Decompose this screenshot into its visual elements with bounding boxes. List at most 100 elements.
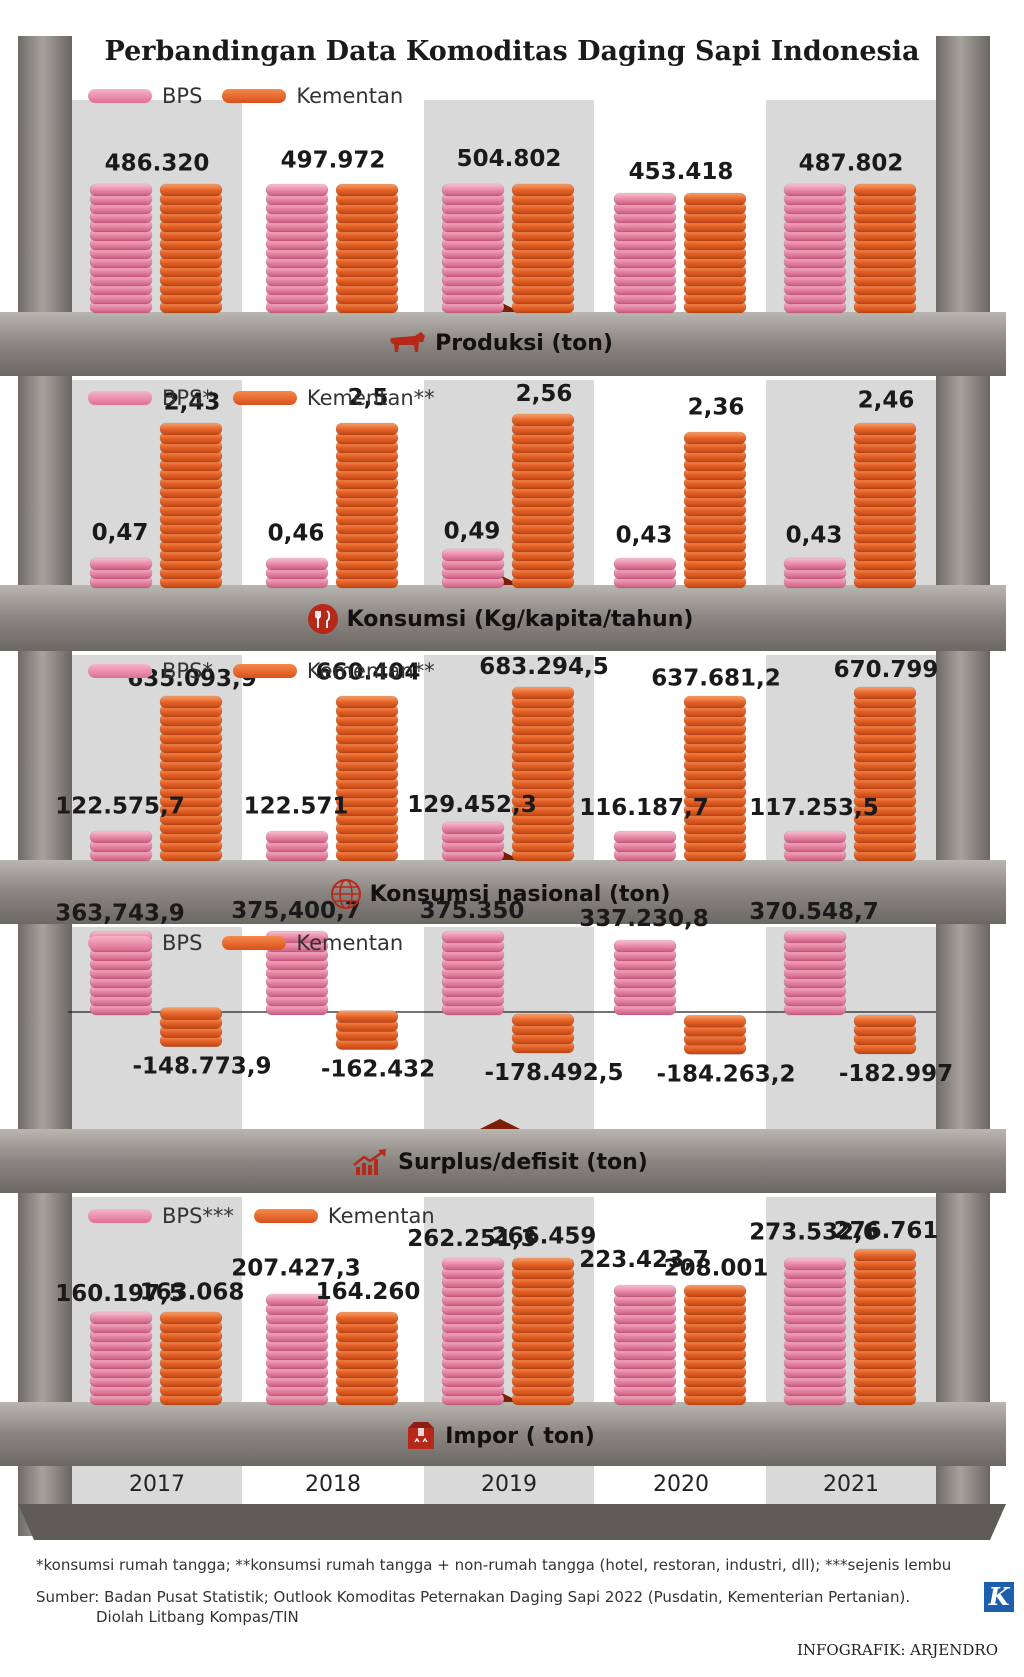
sausage-piece: [613, 1284, 677, 1298]
bar-kementan-2019: [511, 686, 575, 862]
bar-kementan-2018: [335, 1010, 399, 1050]
value-label-bps-2018: 0,46: [268, 520, 325, 546]
value-label-bps-2020: 116.187,7: [579, 795, 709, 821]
bar-kementan-2020: [683, 1284, 747, 1406]
bar-bps-2021: [783, 830, 847, 862]
bar-kementan-2020: [683, 431, 747, 589]
sausage-piece: [335, 1311, 399, 1325]
bar-kementan-2018: [335, 1311, 399, 1406]
beam-notch: [480, 1119, 520, 1129]
bar-bps-2017: [89, 830, 153, 862]
value-label-kementan-2019: 2,56: [516, 381, 573, 407]
sausage-piece: [613, 939, 677, 953]
sausage-piece: [265, 1293, 329, 1307]
sausage-piece: [441, 930, 505, 944]
year-label-2020: 2020: [653, 1472, 709, 1497]
value-label-2021: 487.802: [799, 150, 904, 176]
bar-bps-2020: [613, 939, 677, 1016]
bar-bps-2020: [613, 1284, 677, 1406]
value-label-2020: 453.418: [629, 159, 734, 185]
sausage-piece: [853, 422, 917, 436]
sausage-piece: [613, 557, 677, 571]
value-label-bps-2017: 160.197,5: [55, 1281, 185, 1307]
legend-label-kementan: Kementan: [296, 931, 404, 955]
legend-swatch-bps: [88, 664, 152, 678]
sausage-piece: [683, 1014, 747, 1028]
bar-bps-2018: [265, 557, 329, 589]
bar-kementan-2020: [683, 695, 747, 862]
value-label-2019: 504.802: [457, 146, 562, 172]
sausage-piece: [613, 192, 677, 206]
year-band-bg: [248, 1466, 418, 1504]
sausage-piece: [853, 1014, 917, 1028]
value-label-kementan-2021: 2,46: [858, 388, 915, 414]
bar-bps-2018: [265, 183, 329, 314]
sausage-piece: [783, 830, 847, 844]
axis-label-text: Surplus/defisit (ton): [398, 1149, 648, 1175]
value-label-bps-2021: 273.532,6: [749, 1220, 879, 1246]
sausage-piece: [89, 830, 153, 844]
value-label-bps-2018: 207.427,3: [231, 1256, 361, 1282]
sausage-piece: [335, 695, 399, 709]
bar-kementan-2019: [511, 1013, 575, 1054]
left-pillar: [18, 36, 72, 1536]
value-label-kementan-2019: 683.294,5: [479, 654, 609, 680]
source-line-1: Sumber: Badan Pusat Statistik; Outlook K…: [36, 1588, 911, 1606]
bar-kementan-2021: [853, 183, 917, 314]
sausage-piece: [783, 557, 847, 571]
bar-bps-2021: [783, 183, 847, 314]
cow-icon: [387, 330, 427, 356]
legend-label-kementan: Kementan**: [306, 386, 435, 410]
value-label-kementan-2017: 163.068: [140, 1280, 245, 1306]
bar-kementan-2018: [335, 422, 399, 589]
value-label-bps-2017: 0,47: [92, 520, 149, 546]
legend-swatch-bps: [88, 391, 152, 405]
axis-label-text: Produksi (ton): [435, 330, 613, 356]
bar-bps-2019: [441, 1257, 505, 1406]
page-title: Perbandingan Data Komoditas Daging Sapi …: [104, 36, 920, 67]
value-label-kementan-2020: 637.681,2: [651, 665, 781, 691]
sausage-piece: [159, 1007, 223, 1021]
sausage-piece: [441, 821, 505, 835]
beam-impor: [0, 1402, 1006, 1466]
value-label-bps-2017: 363,743,9: [55, 900, 185, 926]
kompas-logo: K: [984, 1582, 1014, 1612]
value-label-kementan-2019: -178.492,5: [484, 1060, 623, 1086]
footnote: *konsumsi rumah tangga; **konsumsi rumah…: [36, 1556, 952, 1574]
bar-bps-2017: [89, 557, 153, 589]
value-label-bps-2017: 122.575,7: [55, 794, 185, 820]
value-label-kementan-2018: -162.432: [321, 1057, 435, 1083]
sausage-piece: [335, 183, 399, 197]
value-label-bps-2021: 370.548,7: [749, 899, 879, 925]
sausage-piece: [441, 1257, 505, 1271]
right-pillar: [936, 36, 990, 1536]
bar-kementan-2017: [159, 1311, 223, 1406]
beam-konsumsi-nasional: [0, 860, 1006, 924]
source-line-2: Diolah Litbang Kompas/TIN: [96, 1608, 299, 1626]
axis-label-konsumsi-nasional: Konsumsi nasional (ton): [0, 878, 1000, 910]
bar-kementan-2017: [159, 422, 223, 589]
bar-bps-2019: [441, 821, 505, 862]
sausage-piece: [783, 1257, 847, 1271]
legend-swatch-kementan: [253, 1209, 318, 1223]
bar-bps-2018: [265, 930, 329, 1016]
value-label-bps-2018: 122.571: [244, 794, 349, 820]
legend-swatch-kementan: [232, 664, 297, 678]
legend-label-bps: BPS: [162, 931, 203, 955]
value-label-bps-2019: 0,49: [444, 518, 501, 544]
legend-swatch-bps: [88, 1209, 152, 1223]
legend-impor: BPS*** Kementan: [88, 1200, 455, 1232]
sausage-piece: [511, 183, 575, 197]
value-label-bps-2021: 0,43: [786, 522, 843, 548]
value-label-kementan-2021: -182.997: [839, 1061, 953, 1087]
value-label-kementan-2018: 2,5: [348, 385, 389, 411]
credit: INFOGRAFIK: ARJENDRO: [796, 1641, 998, 1659]
value-label-bps-2020: 0,43: [616, 522, 673, 548]
value-label-kementan-2018: 164.260: [316, 1279, 421, 1305]
value-label-bps-2019: 262.251,3: [407, 1226, 537, 1252]
value-label-kementan-2017: -148.773,9: [132, 1054, 271, 1080]
value-label-bps-2021: 117.253,5: [749, 795, 879, 821]
sausage-piece: [511, 1257, 575, 1271]
bar-bps-2020: [613, 192, 677, 314]
